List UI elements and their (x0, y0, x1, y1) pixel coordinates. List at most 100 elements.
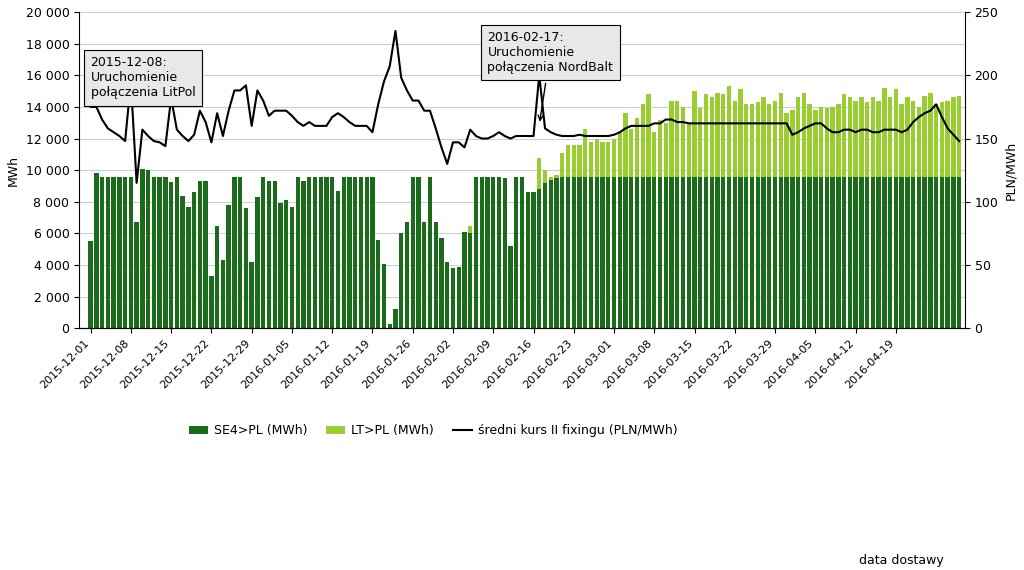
Y-axis label: PLN/MWh: PLN/MWh (1005, 141, 1017, 199)
Bar (928, 93, 933, 177)
Bar (358, 177, 364, 328)
Bar (916, 107, 921, 177)
Bar (325, 177, 329, 328)
Bar (635, 177, 639, 328)
Bar (629, 177, 634, 328)
Bar (940, 177, 944, 328)
Bar (675, 100, 680, 177)
Bar (732, 177, 737, 328)
Bar (865, 177, 869, 328)
Bar (738, 177, 742, 328)
Bar (692, 91, 696, 177)
Bar (428, 177, 432, 328)
Bar (750, 177, 755, 328)
Bar (560, 177, 564, 328)
Bar (727, 177, 731, 328)
Bar (267, 181, 271, 328)
Bar (738, 89, 742, 177)
Bar (957, 96, 962, 177)
Bar (404, 222, 410, 328)
Bar (877, 100, 881, 177)
Bar (261, 177, 265, 328)
Bar (503, 178, 507, 328)
Bar (928, 177, 933, 328)
Bar (589, 142, 593, 177)
Bar (479, 177, 484, 328)
Bar (583, 177, 588, 328)
Bar (842, 177, 846, 328)
Bar (762, 97, 766, 177)
Bar (158, 177, 162, 328)
Bar (883, 177, 887, 328)
Bar (911, 100, 915, 177)
Bar (296, 177, 300, 328)
Bar (255, 197, 259, 328)
Bar (865, 102, 869, 177)
Bar (894, 177, 898, 328)
Bar (916, 177, 921, 328)
Text: data dostawy: data dostawy (859, 554, 943, 567)
Bar (112, 177, 116, 328)
Bar (951, 97, 955, 177)
Bar (670, 177, 674, 328)
Bar (589, 177, 593, 328)
Bar (250, 262, 254, 328)
Bar (692, 177, 696, 328)
Bar (376, 240, 380, 328)
Bar (520, 177, 524, 328)
Bar (353, 177, 357, 328)
Bar (859, 97, 863, 177)
Text: 2016-02-17:
Uruchomienie
połączenia NordBalt: 2016-02-17: Uruchomienie połączenia Nord… (487, 31, 613, 120)
Bar (492, 177, 496, 328)
Bar (767, 177, 771, 328)
Bar (824, 108, 829, 177)
Bar (842, 94, 846, 177)
Bar (474, 177, 478, 328)
Bar (146, 170, 151, 328)
Bar (342, 177, 346, 328)
Text: 2015-12-08:
Uruchomienie
połączenia LitPol: 2015-12-08: Uruchomienie połączenia LitP… (90, 56, 196, 99)
Bar (468, 234, 472, 328)
Bar (830, 107, 835, 177)
Bar (813, 177, 817, 328)
Bar (439, 238, 443, 328)
Bar (445, 262, 450, 328)
Bar (301, 181, 305, 328)
Bar (940, 102, 944, 177)
Bar (578, 145, 582, 177)
Bar (911, 177, 915, 328)
Bar (756, 102, 760, 177)
Bar (583, 129, 588, 177)
Bar (318, 177, 323, 328)
Bar (600, 177, 605, 328)
Bar (808, 104, 812, 177)
Bar (531, 192, 536, 328)
Bar (727, 86, 731, 177)
Bar (837, 104, 841, 177)
Bar (703, 94, 709, 177)
Bar (129, 177, 133, 328)
Bar (802, 93, 806, 177)
Bar (675, 177, 680, 328)
Bar (88, 241, 93, 328)
Bar (606, 177, 610, 328)
Bar (784, 113, 788, 177)
Bar (670, 100, 674, 177)
Bar (514, 177, 518, 328)
Bar (744, 177, 749, 328)
Bar (549, 177, 553, 180)
Bar (796, 97, 800, 177)
Bar (462, 232, 467, 328)
Bar (624, 177, 628, 328)
Y-axis label: MWh: MWh (7, 154, 19, 186)
Bar (877, 177, 881, 328)
Bar (571, 177, 575, 328)
Bar (951, 177, 955, 328)
Bar (117, 177, 122, 328)
Bar (543, 183, 547, 328)
Bar (191, 192, 197, 328)
Bar (468, 226, 472, 234)
Bar (186, 206, 190, 328)
Bar (716, 93, 720, 177)
Bar (957, 177, 962, 328)
